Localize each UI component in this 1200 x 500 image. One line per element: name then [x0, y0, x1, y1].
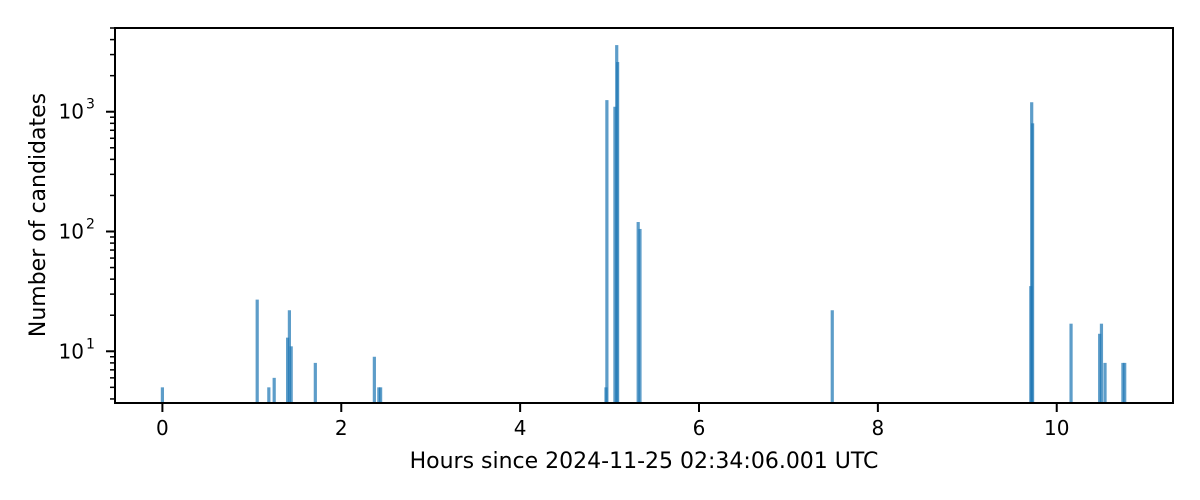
histogram-bar [1103, 362, 1107, 403]
y-tick-exponent: 1 [86, 336, 95, 352]
histogram-bar [605, 100, 609, 404]
histogram-bar [1123, 362, 1127, 403]
histogram-bar [377, 387, 381, 403]
x-axis-ticks: 0 2 4 6 8 10 [156, 403, 1069, 440]
histogram-bar [289, 346, 293, 403]
histogram-bar [1099, 323, 1104, 403]
histogram-bar [160, 387, 164, 403]
x-tick-label: 4 [514, 416, 527, 440]
histogram-bar [1030, 123, 1035, 403]
histogram-bar [1098, 333, 1102, 403]
histogram-bar [616, 62, 620, 404]
x-tick-label: 2 [335, 416, 348, 440]
histogram-bar [272, 377, 276, 403]
x-axis-label: Hours since 2024-11-25 02:34:06.001 UTC [410, 449, 879, 474]
histogram-bar [830, 310, 834, 403]
histogram-bar [638, 228, 642, 403]
histogram-bar [287, 310, 291, 403]
histogram-bar [372, 356, 376, 403]
y-tick-label: 10 [59, 339, 84, 363]
x-tick-label: 10 [1044, 416, 1069, 440]
histogram-bar [636, 222, 640, 403]
histogram-bar [613, 106, 617, 403]
y-tick-exponent: 3 [86, 97, 95, 113]
x-tick-label: 0 [156, 416, 169, 440]
histogram-bar [267, 387, 271, 403]
y-tick-label: 10 [59, 220, 84, 244]
histogram-bar [313, 362, 317, 403]
histogram-bar [1121, 362, 1125, 403]
x-tick-label: 8 [872, 416, 885, 440]
y-axis-label: Number of candidates [26, 93, 51, 337]
histogram-bar [255, 299, 259, 403]
plot-frame [114, 27, 1174, 404]
histogram-bar [286, 337, 290, 403]
x-tick-label: 6 [693, 416, 706, 440]
histogram-bar [379, 387, 383, 403]
bars-group [160, 45, 1127, 404]
y-tick-label: 10 [59, 100, 84, 124]
y-tick-exponent: 2 [86, 217, 95, 233]
histogram-bar [1069, 323, 1073, 403]
